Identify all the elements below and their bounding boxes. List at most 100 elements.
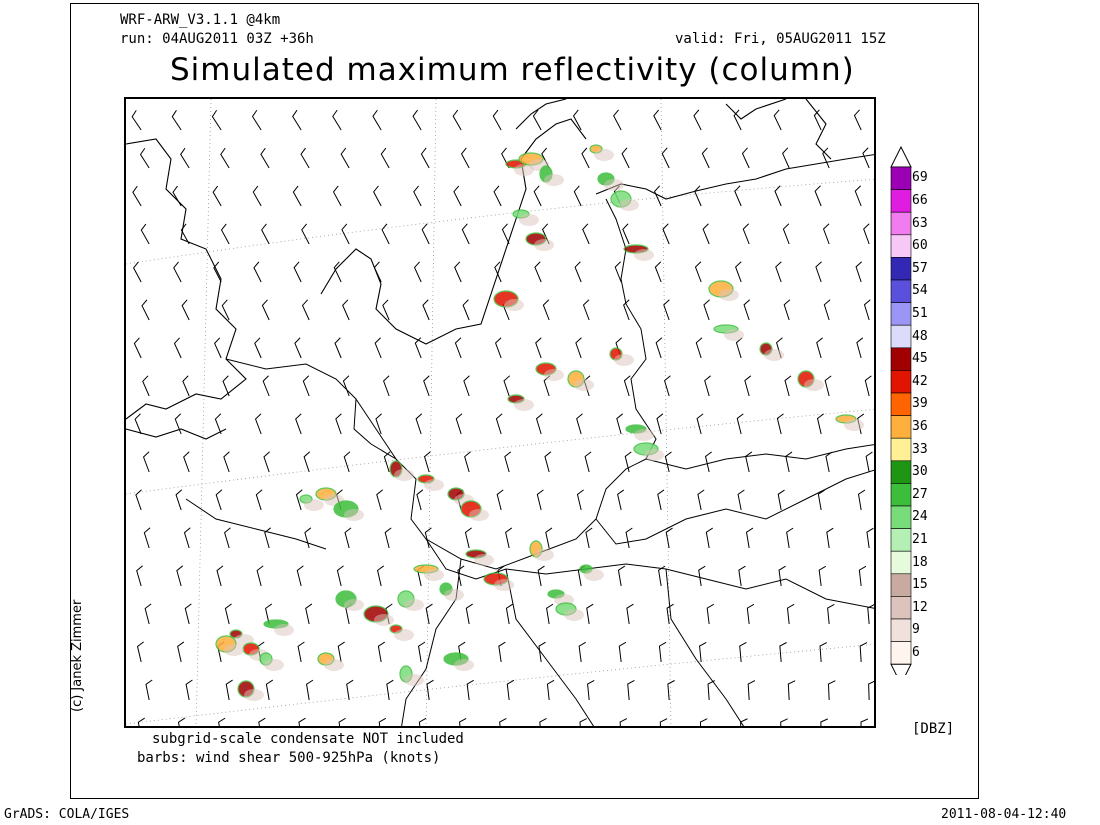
reflectivity-halo [514,164,534,176]
wind-barb [662,223,670,245]
wind-barb [868,680,874,701]
wind-barb [745,527,754,549]
colorbar-swatch [890,392,912,416]
wind-barb [494,261,502,283]
wind-barb [301,299,310,321]
map-canvas [126,99,874,726]
colorbar-label: 54 [912,283,928,299]
wind-barb [696,413,704,435]
wind-barb [143,527,151,549]
reflectivity-halo [394,629,414,641]
colorbar-swatch [890,641,912,665]
wind-barb [338,717,346,726]
wind-barb [224,603,232,625]
wind-barb [813,109,822,131]
wind-barb [293,261,302,283]
wind-barb [854,185,862,207]
wind-barb [425,603,433,625]
wind-barb [177,641,185,663]
wind-barb [412,109,422,131]
reflectivity-halo [594,149,614,161]
colorbar-label: 15 [912,577,928,593]
wind-barb [262,375,270,397]
wind-barb [742,223,750,245]
reflectivity-halo [394,469,414,481]
wind-barb [747,680,756,701]
wind-barb [181,299,190,321]
wind-barb [582,299,590,321]
wind-barb [453,185,462,207]
colorbar-label: 18 [912,554,928,570]
wind-barb [173,261,182,283]
wind-barb [661,147,670,169]
wind-barb [664,375,671,397]
wind-barb [618,641,627,663]
wind-barb [667,680,675,701]
colorbar-label: 57 [912,260,928,276]
colorbar-swatch [890,324,912,349]
wind-barb [541,223,550,245]
reflectivity-halo [404,599,424,611]
footer-right: 2011-08-04-12:40 [941,807,1067,822]
wind-barb [135,489,142,511]
wind-barb [782,223,790,245]
wind-barb [183,451,190,473]
wind-barb [735,337,743,359]
colorbar-label: 39 [912,396,928,412]
colorbar-label: 45 [912,351,928,367]
reflectivity-halo [404,674,424,686]
wind-barb [302,375,310,397]
reflectivity-halo [469,509,489,521]
wind-barb [220,223,230,245]
wind-barb [782,147,790,169]
wind-barb [255,489,263,511]
colorbar-swatches [890,145,912,675]
wind-barb [180,147,190,169]
reflectivity-halo [534,239,554,251]
colorbar-swatch [890,573,912,597]
wind-barb [695,337,703,359]
reflectivity-halo [304,499,324,511]
wind-barb [381,223,390,245]
wind-barb [253,261,262,283]
wind-barb [301,223,310,245]
wind-barb [304,527,312,549]
wind-barb [265,603,273,625]
note-barbs: barbs: wind shear 500-925hPa (knots) [137,750,441,766]
wind-barb [501,223,510,245]
wind-barb [295,489,303,511]
colorbar-swatch [890,347,912,371]
wind-barb [175,489,183,511]
wind-barb [666,603,674,625]
wind-barb [822,147,830,169]
wind-barb [132,185,142,207]
wind-barb [336,565,344,587]
wind-barb [260,147,270,169]
wind-barb [144,603,152,625]
wind-barb [627,680,635,701]
wind-barb [376,489,383,511]
wind-barb [216,565,224,587]
wind-barb [298,717,306,726]
wind-barb [702,223,710,245]
wind-barb [185,679,193,701]
wind-barb [420,147,430,169]
wind-barb [460,147,470,169]
reflectivity-halo [424,569,444,581]
wind-barb [375,413,382,435]
reflectivity-halo [274,624,294,636]
wind-barb [656,413,664,435]
wind-barb [374,337,382,359]
wind-barb [538,641,546,663]
note-condensate: subgrid-scale condensate NOT included [152,731,464,747]
wind-barb [737,489,745,511]
wind-barb [822,223,830,245]
wind-barb [535,413,543,435]
wind-barb [741,147,750,169]
wind-barb [386,679,394,701]
wind-barb [738,565,746,587]
reflectivity-halo [504,299,524,311]
colorbar-label: 63 [912,215,928,231]
wind-barb [706,603,715,625]
wind-barb [334,337,342,359]
